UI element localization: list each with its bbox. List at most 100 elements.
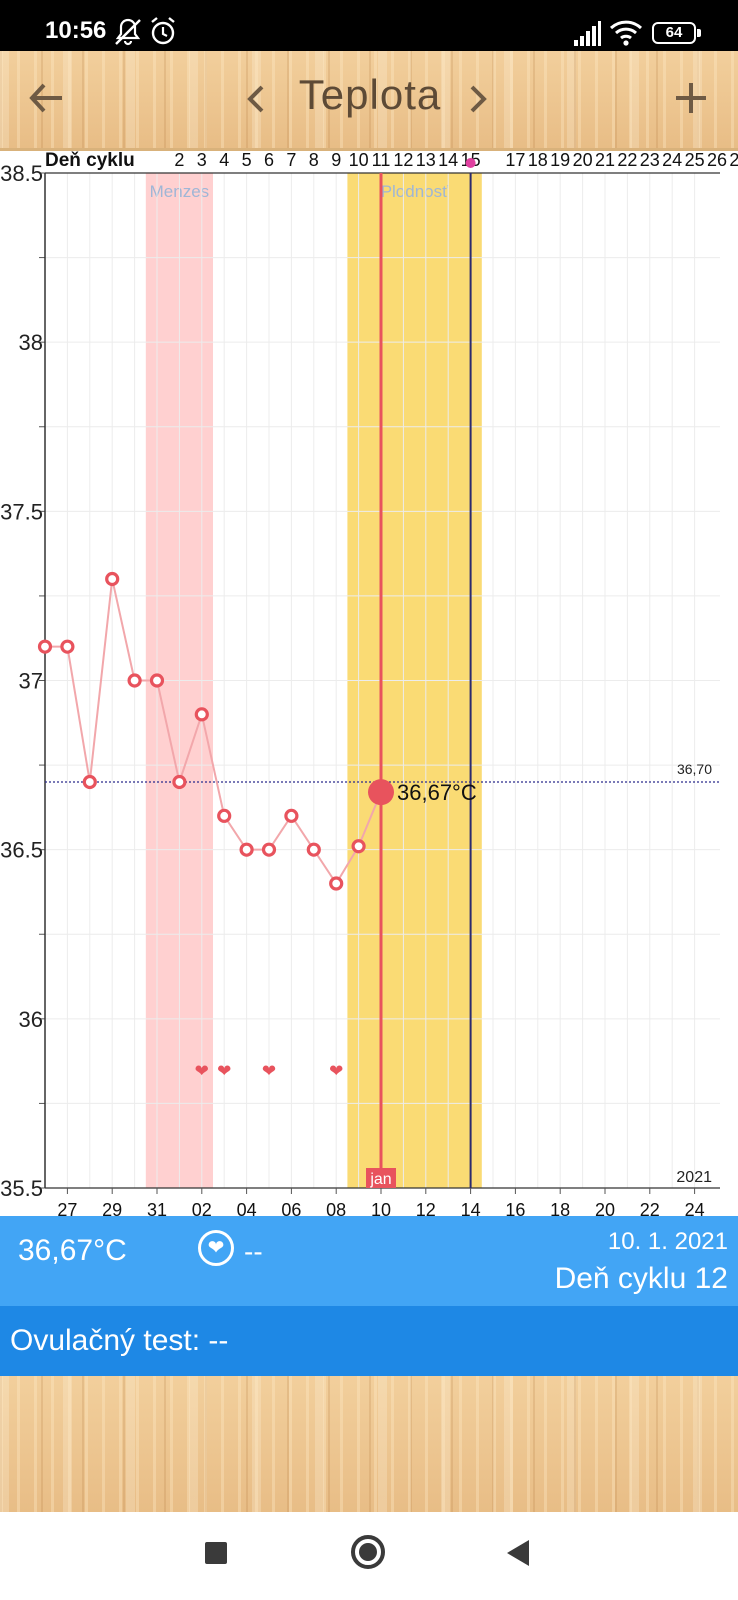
ovulation-test-label: Ovulačný test: -- (10, 1324, 229, 1357)
intercourse-heart-icon: ❤ (195, 1062, 209, 1082)
ovulation-test-bar[interactable]: Ovulačný test: -- (0, 1306, 738, 1376)
temperature-line (45, 578, 382, 886)
cycle-day-label: 12 (393, 151, 413, 170)
cycle-day-label: 22 (617, 151, 637, 170)
temperature-point (217, 808, 232, 823)
system-nav-bar (0, 1512, 738, 1600)
x-tick-label: 10 (371, 1200, 391, 1216)
cycle-day-label: 25 (685, 151, 705, 170)
temperature-point (239, 842, 254, 857)
cycle-day-label: 17 (505, 151, 525, 170)
summary-temperature: 36,67°C (18, 1234, 127, 1267)
ovulation-dot-icon (465, 158, 476, 168)
cycle-day-label: 19 (550, 151, 570, 170)
temperature-chart[interactable]: Menzes Plodnosť 35.5 36 36.5 37 37.5 38 38.5 Deň… (0, 151, 738, 1216)
selected-value-label: 36,67°C (397, 780, 477, 805)
plus-icon (676, 83, 706, 113)
temperature-point (351, 839, 366, 854)
cycle-day-label: 14 (438, 151, 458, 170)
temperature-point (82, 774, 97, 790)
chevron-right-icon (470, 85, 487, 113)
wifi-icon (609, 20, 643, 46)
cycle-day-label: 10 (349, 151, 369, 170)
temperature-point (194, 707, 209, 722)
chart-svg[interactable]: Menzes Plodnosť 35.53636.53737.53838.5Deň… (0, 151, 738, 1216)
cycle-day-label: 7 (286, 151, 296, 170)
cycle-day-label: 5 (242, 151, 252, 170)
battery-icon: 64 (652, 22, 701, 44)
status-time: 10:56 (45, 17, 107, 44)
x-tick-label: 12 (416, 1200, 436, 1216)
back-button[interactable] (22, 73, 72, 123)
chevron-left-icon (247, 85, 264, 113)
home-button[interactable] (351, 1535, 385, 1569)
x-tick-label: 14 (461, 1200, 481, 1216)
cycle-day-label: 11 (372, 151, 391, 170)
intercourse-badge[interactable]: ❤ (198, 1230, 234, 1266)
system-back-button[interactable] (507, 1540, 529, 1566)
x-tick-label: 08 (326, 1200, 346, 1216)
temperature-point (37, 639, 53, 654)
baseline-label: 36,70 (677, 761, 712, 777)
summary-cycle-day: Deň cyklu 12 (554, 1262, 728, 1295)
add-button[interactable] (666, 73, 716, 123)
temperature-point (149, 673, 165, 688)
temperature-point (172, 774, 187, 790)
intercourse-heart-icon: ❤ (217, 1062, 231, 1082)
x-tick-label: 04 (237, 1200, 257, 1216)
x-tick-label: 27 (57, 1200, 77, 1216)
selected-point (368, 779, 394, 806)
y-tick-label: 35.5 (0, 1176, 43, 1201)
x-tick-label: 20 (595, 1200, 615, 1216)
y-tick-label: 38 (19, 330, 43, 355)
alarm-icon (151, 17, 175, 45)
month-label: jan (369, 1171, 391, 1188)
next-button[interactable] (462, 77, 494, 121)
cycle-day-label: 3 (197, 151, 207, 170)
temperature-point (306, 842, 321, 857)
summary-bar[interactable]: 36,67°C ❤ -- 10. 1. 2021 Deň cyklu 12 (0, 1216, 738, 1306)
x-tick-label: 22 (640, 1200, 660, 1216)
y-tick-label: 36 (19, 1007, 43, 1032)
cycle-day-label: 6 (264, 151, 274, 170)
cycle-day-label: 4 (219, 151, 229, 170)
cycle-day-label: 18 (528, 151, 548, 170)
cycle-day-label: 27 (729, 151, 738, 170)
y-tick-label: 37.5 (0, 499, 43, 524)
temperature-point (284, 808, 299, 823)
y-tick-label: 37 (19, 669, 43, 694)
page-title: Teplota (298, 71, 442, 118)
intercourse-heart-icon: ❤ (329, 1062, 343, 1082)
temperature-point (261, 842, 277, 857)
cycle-day-label: 2 (174, 151, 184, 170)
x-tick-label: 31 (147, 1200, 167, 1216)
x-tick-label: 06 (281, 1200, 301, 1216)
temperature-point (329, 876, 344, 891)
app-bar: Teplota (0, 51, 738, 151)
cycle-day-label: 23 (640, 151, 660, 170)
year-label: 2021 (676, 1169, 712, 1186)
cycle-day-label: 8 (309, 151, 319, 170)
x-tick-label: 18 (550, 1200, 570, 1216)
cycle-day-label: 13 (416, 151, 436, 170)
month-label-box (366, 1168, 396, 1188)
cycle-day-header: Deň cyklu (45, 151, 135, 171)
y-tick-label: 36.5 (0, 838, 43, 863)
cycle-day-label: 20 (573, 151, 593, 170)
cycle-day-label: 24 (662, 151, 682, 170)
x-tick-label: 16 (505, 1200, 525, 1216)
recents-button[interactable] (205, 1542, 227, 1564)
previous-button[interactable] (240, 77, 272, 121)
chart-band-label: Plodnosť (381, 182, 449, 201)
bottom-background (0, 1376, 738, 1512)
temperature-point (60, 639, 75, 654)
x-tick-label: 24 (685, 1200, 705, 1216)
x-tick-label: 02 (192, 1200, 212, 1216)
cycle-day-label: 9 (331, 151, 341, 170)
temperature-point (127, 673, 142, 688)
x-tick-label: 29 (102, 1200, 122, 1216)
summary-date: 10. 1. 2021 (607, 1228, 728, 1255)
heart-icon: ❤ (207, 1237, 225, 1259)
signal-icon (574, 21, 601, 46)
y-tick-label: 38.5 (0, 161, 43, 186)
